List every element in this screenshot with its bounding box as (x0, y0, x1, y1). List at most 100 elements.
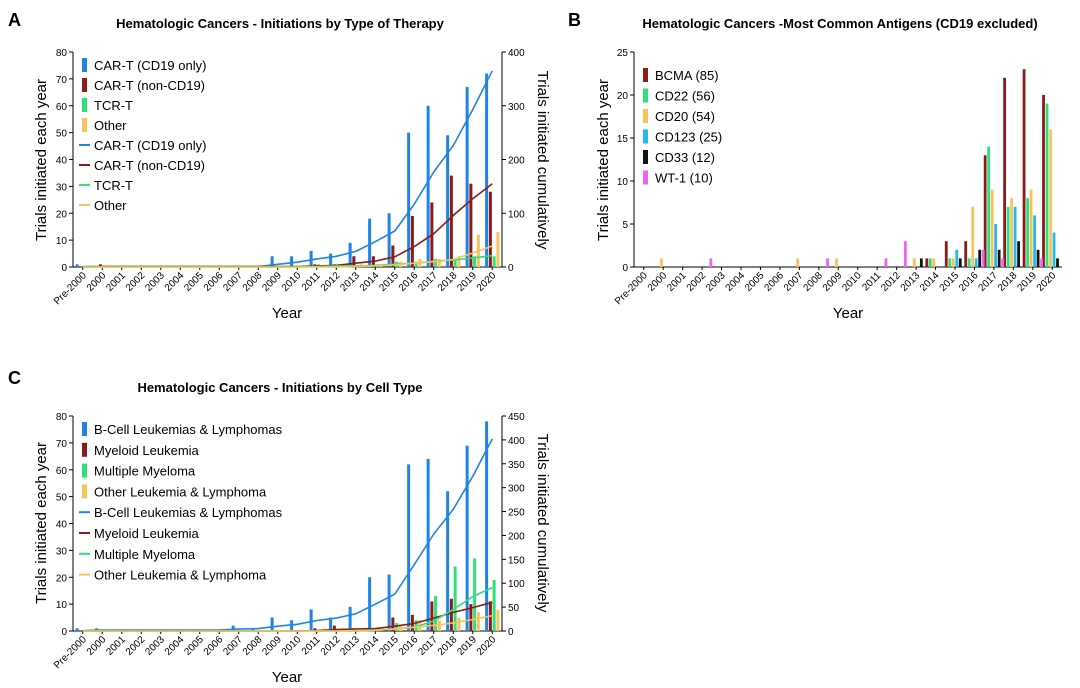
bar (430, 601, 434, 631)
y2-tick-label: 250 (508, 508, 525, 519)
x-tick-label: 2000 (85, 270, 109, 294)
bar (1052, 232, 1056, 267)
legend-label: CAR-T (non-CD19) (94, 158, 205, 173)
bar (496, 232, 500, 267)
x-tick-label: 2011 (300, 634, 323, 657)
bar (492, 256, 496, 267)
x-tick-label: 2010 (840, 270, 864, 294)
bar (391, 617, 395, 631)
legend-label: Other Leukemia & Lymphoma (94, 568, 267, 583)
bar (1013, 206, 1017, 267)
x-tick-label: 2015 (377, 270, 401, 294)
y2-tick-label: 100 (508, 579, 525, 590)
legend-swatch (82, 58, 87, 72)
y-tick-label: 25 (617, 48, 629, 59)
x-tick-label: 2014 (358, 270, 382, 294)
bar (987, 146, 991, 267)
legend-swatch (643, 150, 648, 164)
bar (476, 612, 480, 631)
bar (1049, 129, 1052, 267)
x-tick-label: 2010 (280, 270, 304, 294)
y-tick-label: 20 (56, 209, 68, 220)
x-tick-label: 2002 (124, 634, 148, 658)
x-axis-label: Year (272, 305, 302, 322)
bar (437, 258, 441, 267)
x-tick-label: 2016 (957, 270, 981, 294)
legend-label: B-Cell Leukemias & Lymphomas (94, 422, 283, 437)
bar (1006, 206, 1010, 267)
bar (903, 241, 907, 267)
bar (884, 258, 888, 267)
bar (453, 258, 457, 267)
y-tick-label: 0 (61, 263, 67, 274)
x-tick-label: 2001 (104, 270, 128, 294)
x-tick-label: 2013 (338, 634, 362, 658)
legend-label: CD123 (25) (655, 130, 722, 145)
bar (1036, 249, 1040, 267)
bar (329, 617, 333, 631)
legend-swatch (643, 129, 648, 144)
x-tick-label: 2014 (918, 270, 942, 294)
bar (958, 258, 962, 267)
x-tick-label: 2007 (221, 270, 245, 294)
bar (1029, 189, 1033, 267)
legend-label: Other Leukemia & Lymphoma (94, 484, 267, 499)
bar (407, 464, 411, 631)
bar (473, 558, 477, 631)
legend-swatch (82, 463, 87, 478)
bar (948, 258, 952, 267)
x-tick-label: 2018 (996, 270, 1020, 294)
legend-label: CD33 (12) (655, 150, 715, 165)
y-tick-label: 70 (56, 75, 68, 86)
bar (465, 86, 469, 267)
x-tick-label: 2002 (124, 270, 148, 294)
x-tick-label: 2018 (436, 634, 460, 658)
bar (395, 622, 399, 631)
bar (270, 256, 274, 267)
y-tick-label: 10 (56, 236, 68, 247)
bar (309, 609, 313, 631)
series-line (82, 438, 494, 632)
x-tick-label: 2009 (821, 270, 845, 294)
panel-letter-b: B (568, 10, 581, 30)
y-tick-label: 0 (622, 263, 628, 274)
bar (919, 258, 923, 267)
legend-swatch (82, 98, 87, 112)
legend-swatch (82, 78, 87, 92)
x-tick-label: 2004 (163, 634, 187, 658)
x-tick-label: 2012 (879, 270, 903, 294)
bar (1003, 77, 1007, 267)
y2-tick-label: 400 (508, 48, 525, 59)
bar (796, 258, 800, 267)
bar (826, 258, 829, 267)
bar (75, 264, 79, 267)
bar (1042, 95, 1045, 267)
y-axis-label: Trials initiated each year (33, 79, 50, 241)
bar (348, 242, 352, 267)
legend-swatch (643, 170, 648, 185)
chart-title: Hematologic Cancers - Initiations by Cel… (137, 380, 422, 395)
y-axis-label: Trials initiated each year (33, 442, 50, 604)
legend-label: TCR-T (94, 178, 133, 193)
y2-axis-label: Trials initiated cumulatively (534, 434, 551, 613)
y-tick-label: 60 (56, 102, 68, 113)
y-tick-label: 50 (56, 129, 68, 140)
bar (414, 261, 418, 267)
series-line (82, 245, 493, 268)
x-tick-label: 2005 (743, 270, 767, 294)
bar (368, 218, 372, 267)
bar (75, 628, 79, 631)
bar (994, 224, 998, 267)
series-line (82, 614, 493, 632)
bar (1022, 69, 1026, 267)
x-tick-label: 2019 (1015, 270, 1039, 294)
bar (348, 606, 352, 631)
y-tick-label: 20 (617, 91, 629, 102)
x-tick-label: 2020 (475, 634, 499, 658)
bar (473, 256, 477, 267)
bar (446, 491, 450, 631)
bar (313, 628, 317, 631)
bar (290, 256, 294, 267)
chart-cell-type: Hematologic Cancers - Initiations by Cel… (33, 380, 551, 686)
y2-tick-label: 350 (508, 460, 525, 471)
